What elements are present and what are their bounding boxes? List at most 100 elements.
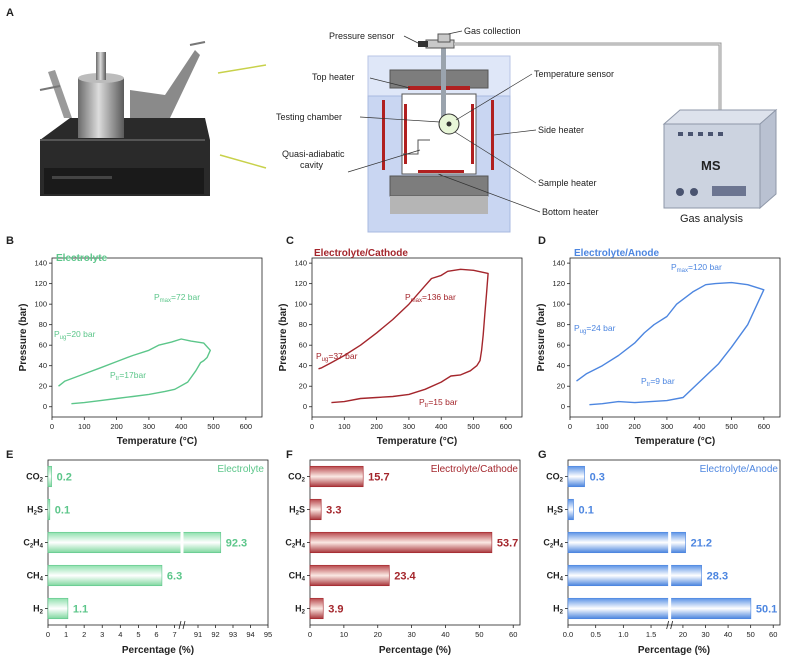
category-tail: H	[295, 538, 302, 548]
annotation-sub: tr	[647, 382, 651, 388]
category-label-e: CH4	[27, 571, 44, 583]
panel-label-a: A	[6, 7, 14, 19]
category-main: C	[285, 538, 292, 548]
bar-value-label-e: 6.3	[167, 571, 182, 583]
panel-label-g: G	[538, 449, 547, 461]
annotation-main: P	[419, 397, 425, 407]
plot-frame-d	[569, 257, 781, 418]
x-tick-label-e: 95	[264, 630, 272, 639]
bar-e	[47, 465, 52, 488]
annotation-d: Pug=24 bar	[574, 323, 616, 335]
y-tick-label-c: 120	[294, 279, 307, 288]
category-label-g: C2H4	[543, 538, 563, 550]
category-tail: H	[33, 538, 40, 548]
x-tick-label-c: 500	[467, 422, 480, 431]
y-tick-label-c: 60	[299, 341, 307, 350]
x-tick-label-e: 92	[211, 630, 219, 639]
category-main: CO	[26, 472, 40, 482]
annotation-main: P	[110, 370, 116, 380]
category-sub: 2	[302, 610, 306, 616]
x-tick-label-g: 1.0	[618, 630, 628, 639]
x-tick-label-e: 1	[64, 630, 68, 639]
bar-value-label-f: 3.9	[328, 604, 343, 616]
chart-title-e: Electrolyte	[217, 464, 264, 475]
category-main: H	[553, 604, 560, 614]
y-tick-label-b: 60	[39, 341, 47, 350]
annotation-main: P	[54, 329, 60, 339]
category-sub: 2	[40, 478, 44, 484]
category-sub: 2	[296, 511, 300, 517]
y-tick-label-b: 20	[39, 382, 47, 391]
x-tick-label-d: 100	[596, 422, 609, 431]
bar-value-label-e: 1.1	[73, 604, 88, 616]
category-label-f: CH4	[289, 571, 306, 583]
x-tick-label-d: 200	[628, 422, 641, 431]
data-series-line-c	[318, 268, 489, 404]
charts-layer: 0 100 200 300 400 500 600020406080100120140Tem…	[18, 248, 781, 656]
bar-e	[47, 531, 222, 554]
bar-value-label-g: 0.1	[579, 505, 594, 517]
label-quasi-adiabatic: Quasi-adiabatic	[282, 149, 345, 159]
category-sub: 2	[550, 544, 554, 550]
label-temperature-sensor: Temperature sensor	[534, 69, 614, 79]
annotation-rest: =17bar	[119, 370, 146, 380]
annotation-main: P	[405, 292, 411, 302]
y-tick-label-b: 120	[34, 279, 47, 288]
y-tick-label-b: 40	[39, 361, 47, 370]
axis-break-mark-g	[666, 620, 670, 630]
annotation-sub: tr	[116, 376, 120, 382]
category-label-f: C2H4	[285, 538, 305, 550]
y-tick-label-d: 80	[557, 320, 565, 329]
bar-break-gap-e	[180, 531, 184, 554]
label-top-heater: Top heater	[312, 72, 355, 82]
bar-value-label-g: 28.3	[707, 571, 728, 583]
annotation-main: P	[574, 323, 580, 333]
label-bottom-heater: Bottom heater	[542, 207, 599, 217]
category-main: C	[543, 538, 550, 548]
y-axis-title-c: Pressure (bar)	[278, 304, 289, 372]
y-tick-label-d: 0	[561, 402, 565, 411]
category-sub: 2	[40, 610, 44, 616]
label-pressure-sensor: Pressure sensor	[329, 31, 395, 41]
bar-chart-f: Electrolyte/Cathode 0 10 20 30 40 50 60 Percenta…	[285, 459, 521, 656]
y-axis-title-d: Pressure (bar)	[536, 304, 547, 372]
x-tick-label-d: 400	[693, 422, 706, 431]
category-sub2: 4	[560, 544, 564, 550]
instrument-photo	[36, 41, 214, 198]
label-gas-collection: Gas collection	[464, 26, 521, 36]
annotation-rest: =136 bar	[422, 292, 456, 302]
annotation-rest: =72 bar	[171, 292, 200, 302]
calorimeter-schematic	[347, 30, 722, 233]
annotation-sub: ug	[60, 335, 67, 341]
x-tick-label-f: 40	[441, 630, 449, 639]
bar-g	[567, 498, 574, 521]
category-tail: H	[553, 538, 560, 548]
connector-line-bottom	[219, 154, 267, 169]
line-chart-c: 0 100 200 300 400 500 600 0 20 40 60 80 100 120 140 Tem…	[278, 248, 523, 447]
category-sub2: 4	[40, 544, 44, 550]
bar-value-label-g: 0.3	[590, 472, 605, 484]
category-sub: 2	[30, 544, 34, 550]
y-tick-label-c: 140	[294, 259, 307, 268]
chart-title-d: Electrolyte/Anode	[574, 248, 659, 259]
x-tick-label-c: 600	[500, 422, 513, 431]
x-tick-label-d: 600	[758, 422, 771, 431]
connector-line-top	[217, 64, 267, 74]
bar-g	[567, 531, 686, 554]
category-sub: 2	[34, 511, 38, 517]
x-tick-label-g: 50	[746, 630, 754, 639]
label-gas-analysis: Gas analysis	[680, 213, 743, 225]
category-sub: 2	[554, 511, 558, 517]
bar-value-label-f: 15.7	[368, 472, 389, 484]
x-tick-label-b: 500	[207, 422, 220, 431]
label-cavity: cavity	[300, 160, 324, 170]
x-axis-title-e: Percentage (%)	[122, 645, 194, 656]
category-label-g: CH4	[547, 571, 564, 583]
bar-g	[567, 465, 585, 488]
x-tick-label-e: 2	[82, 630, 86, 639]
x-tick-label-f: 30	[407, 630, 415, 639]
annotation-b: Pmax=72 bar	[154, 292, 200, 304]
bar-value-label-f: 53.7	[497, 538, 518, 550]
x-tick-label-b: 0	[50, 422, 54, 431]
